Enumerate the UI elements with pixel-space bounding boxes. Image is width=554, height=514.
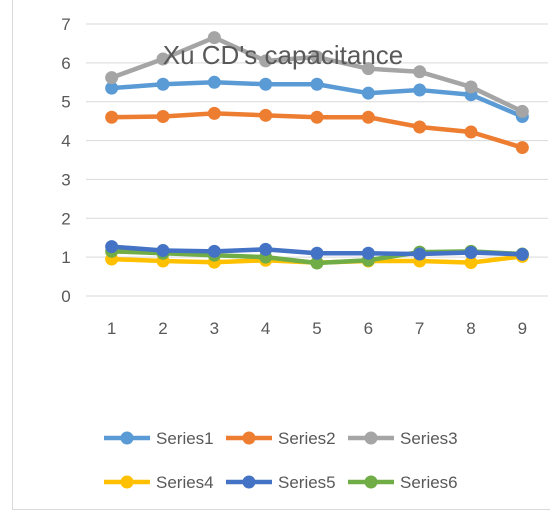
data-point [156, 52, 170, 66]
data-point [207, 75, 221, 89]
data-point [105, 81, 119, 95]
data-point [361, 246, 375, 260]
data-point [310, 110, 324, 124]
legend-label: Series6 [400, 473, 458, 492]
x-tick-label: 6 [364, 319, 373, 338]
x-tick-label: 9 [518, 319, 527, 338]
legend-item-series6: Series6 [348, 473, 458, 492]
y-tick-label: 4 [61, 132, 70, 151]
legend-marker [120, 475, 134, 489]
data-point [156, 77, 170, 91]
x-tick-label: 8 [466, 319, 475, 338]
data-point [105, 240, 119, 254]
legend-marker [242, 475, 256, 489]
data-point [464, 80, 478, 94]
data-point [361, 110, 375, 124]
y-tick-label: 5 [61, 93, 70, 112]
series-series2 [105, 106, 529, 155]
data-point [259, 242, 273, 256]
data-point [413, 120, 427, 134]
legend-marker [364, 475, 378, 489]
legend-item-series1: Series1 [104, 429, 214, 448]
x-tick-label: 2 [158, 319, 167, 338]
data-point [207, 106, 221, 120]
y-tick-label: 6 [61, 54, 70, 73]
data-point [259, 54, 273, 68]
data-point [464, 245, 478, 259]
data-point [361, 62, 375, 76]
legend-marker [120, 431, 134, 445]
legend-marker [364, 431, 378, 445]
x-tick-label: 3 [210, 319, 219, 338]
legend-label: Series3 [400, 429, 458, 448]
legend-item-series2: Series2 [226, 429, 336, 448]
legend-item-series5: Series5 [226, 473, 336, 492]
data-point [413, 247, 427, 261]
data-point [105, 71, 119, 85]
data-point [156, 109, 170, 123]
legend-label: Series5 [278, 473, 336, 492]
series-series5 [105, 240, 529, 261]
data-point [259, 108, 273, 122]
data-point [207, 31, 221, 45]
y-tick-label: 2 [61, 209, 70, 228]
legend-label: Series2 [278, 429, 336, 448]
y-axis-ticks: 0 1 2 3 4 5 6 7 [61, 15, 70, 306]
data-point [361, 86, 375, 100]
x-tick-label: 5 [312, 319, 321, 338]
y-tick-label: 0 [61, 287, 70, 306]
data-point [310, 77, 324, 91]
chart-area [12, 0, 550, 510]
x-tick-label: 4 [261, 319, 270, 338]
data-point [259, 77, 273, 91]
y-tick-label: 3 [61, 170, 70, 189]
data-point [156, 244, 170, 258]
data-point [515, 247, 529, 261]
legend-label: Series1 [156, 429, 214, 448]
data-point [464, 125, 478, 139]
x-tick-label: 1 [107, 319, 116, 338]
chart-title: Xu CD's capacitance [163, 40, 404, 70]
legend-label: Series4 [156, 473, 214, 492]
data-point [310, 256, 324, 270]
legend-item-series4: Series4 [104, 473, 214, 492]
data-point [413, 65, 427, 79]
y-tick-label: 7 [61, 15, 70, 34]
data-point [310, 246, 324, 260]
data-point [413, 83, 427, 97]
legend-item-series3: Series3 [348, 429, 458, 448]
data-point [464, 256, 478, 270]
legend-marker [242, 431, 256, 445]
x-axis-ticks: 1 2 3 4 5 6 7 8 9 [107, 319, 527, 338]
series-lines [105, 31, 529, 270]
x-tick-label: 7 [415, 319, 424, 338]
data-point [310, 50, 324, 64]
data-point [515, 141, 529, 155]
legend: Series1 Series2 Series3 Series4 Series5 Serie… [104, 429, 458, 492]
data-point [207, 244, 221, 258]
series-series3 [105, 31, 529, 118]
y-tick-label: 1 [61, 248, 70, 267]
data-point [515, 104, 529, 118]
data-point [105, 110, 119, 124]
